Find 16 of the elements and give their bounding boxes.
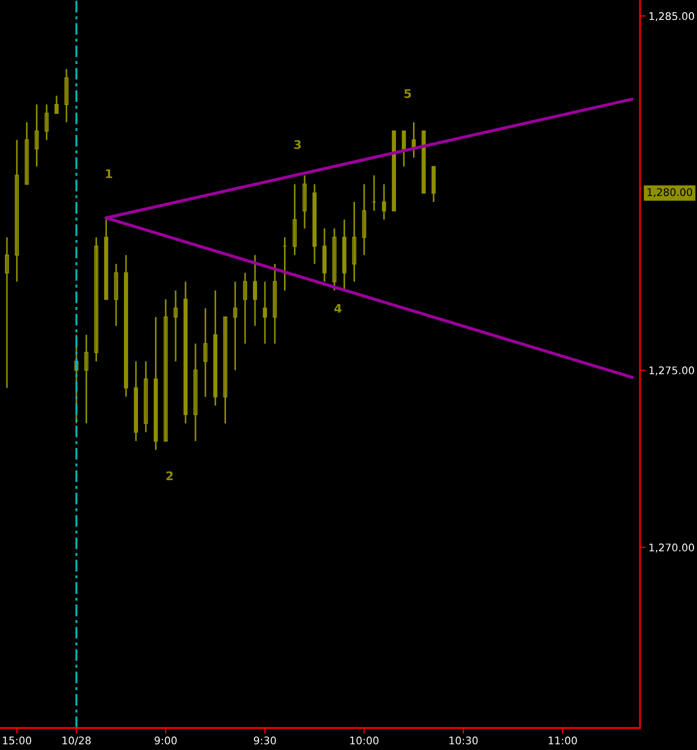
y-tick-label: 1,270.00	[649, 544, 694, 552]
x-tick-label: 10:30	[450, 736, 478, 744]
annotation: 3	[294, 140, 301, 150]
y-tick-label: 1,275.00	[649, 366, 694, 376]
annotation: 4	[334, 304, 342, 313]
x-tick-label: 10/28	[62, 736, 91, 746]
x-tick-label: 11:00	[548, 736, 577, 744]
x-tick-label: 9:00	[154, 736, 177, 744]
annotation: 5	[404, 89, 411, 98]
x-tick-label: 15:00	[3, 736, 32, 744]
annotation: 2	[166, 471, 173, 480]
x-tick-label: 9:30	[254, 736, 276, 744]
x-tick-label: 10:00	[350, 736, 378, 744]
y-tick-label: 1,285.00	[649, 12, 694, 22]
annotation: 1	[106, 169, 112, 178]
text: 1,280.00	[648, 188, 692, 198]
